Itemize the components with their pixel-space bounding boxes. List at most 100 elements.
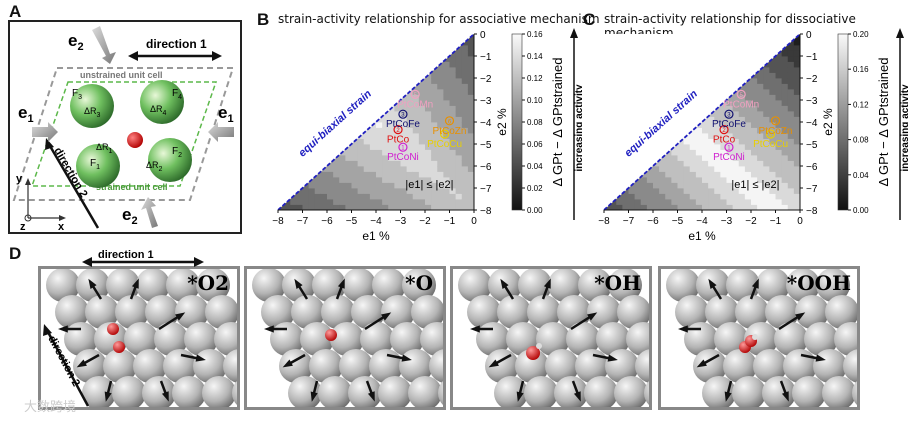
pt-atom [524,376,558,407]
pt-atom [666,269,700,302]
heat-cell [400,127,408,134]
heat-cell [467,149,475,156]
heat-cell [357,188,365,194]
heat-cell [677,166,685,172]
heat-cell [640,182,648,189]
heat-cell [787,105,795,112]
heat-cell [665,188,672,194]
pt-atom [300,322,334,356]
heat-cell [376,149,383,156]
pt-atom [133,349,167,383]
heat-cell [714,122,721,128]
pt-atom [372,269,406,302]
heat-cell [720,155,727,161]
heat-cell [781,116,789,123]
heat-cell [449,133,457,139]
heat-cell [406,182,414,189]
heat-cell [708,127,715,134]
pt-atom [693,349,727,383]
heat-cell [461,122,469,128]
heat-cell [744,171,752,178]
heat-cell [302,199,310,205]
heat-cell [757,199,764,205]
heat-cell [695,160,703,167]
panel-a-label: A [9,2,22,21]
heat-cell [449,188,457,194]
heat-cell [781,89,789,95]
heat-cell [738,160,746,167]
heat-cell [689,138,697,145]
heat-cell [628,193,636,200]
colorbar-tick-label: 0.00 [527,206,543,215]
alloy-number: 6 [448,119,452,125]
heat-cell [732,105,740,112]
heat-cell [763,204,770,211]
alloy-marker [440,129,450,139]
x-tick-label: 0 [471,216,477,227]
hydrogen-atom [752,334,758,340]
heat-cell [418,100,426,106]
heat-cell [357,177,365,183]
heat-cell [738,193,746,200]
heat-cell [665,166,672,172]
heat-cell [702,188,709,194]
heat-cell [449,94,457,101]
heat-cell [653,166,660,172]
pt-atom [518,269,552,302]
y-tick-label: −1 [806,52,818,63]
heat-cell [702,177,709,183]
panel-a-box: unstrained unit cell strained unit cell … [8,20,242,234]
pt-atom [608,269,642,302]
heat-cell [720,166,727,172]
heat-cell [431,127,438,134]
heat-cell [757,67,764,73]
heat-cell [455,155,463,161]
heat-cell [757,188,764,194]
heat-cell [683,138,691,145]
x-tick-label: −3 [395,216,407,227]
heat-cell [382,182,389,189]
heat-cell [449,144,457,150]
heat-cell [400,111,408,117]
heat-cell [425,204,432,211]
pt-atom [115,295,149,329]
heat-cell [296,204,303,211]
pt-atom [744,322,778,356]
heat-cell [689,199,697,205]
heat-cell [467,83,475,90]
atom-2 [148,138,192,182]
heat-cell [467,166,475,172]
heat-cell [769,111,776,117]
heat-cell [333,160,340,167]
alloy-marker [398,109,408,119]
heat-cell [671,160,678,167]
heat-cell [653,199,660,205]
heat-cell [369,204,377,211]
heat-cell [634,193,642,200]
heat-cell [455,83,463,90]
heat-cell [683,199,691,205]
heat-cell [744,199,752,205]
heat-cell [418,138,426,145]
heat-cell [327,182,334,189]
atom-1 [76,144,120,188]
pt-atom [578,269,612,302]
heat-cell [382,188,389,194]
heat-cell [333,166,340,172]
heat-cell [769,116,776,123]
heat-cell [769,166,776,172]
heat-cell [369,188,377,194]
heat-cell [793,133,801,139]
heat-cell [738,182,746,189]
pt-atom [476,322,510,356]
heat-cell [695,199,703,205]
heat-cell [443,171,450,178]
x-tick-label: −7 [297,216,309,227]
heat-cell [671,149,678,156]
heat-cell [388,171,395,178]
heat-cell [659,160,666,167]
heat-cell [671,188,678,194]
pt-atom [166,269,200,302]
heat-cell [775,177,783,183]
pt-atom [252,269,286,302]
